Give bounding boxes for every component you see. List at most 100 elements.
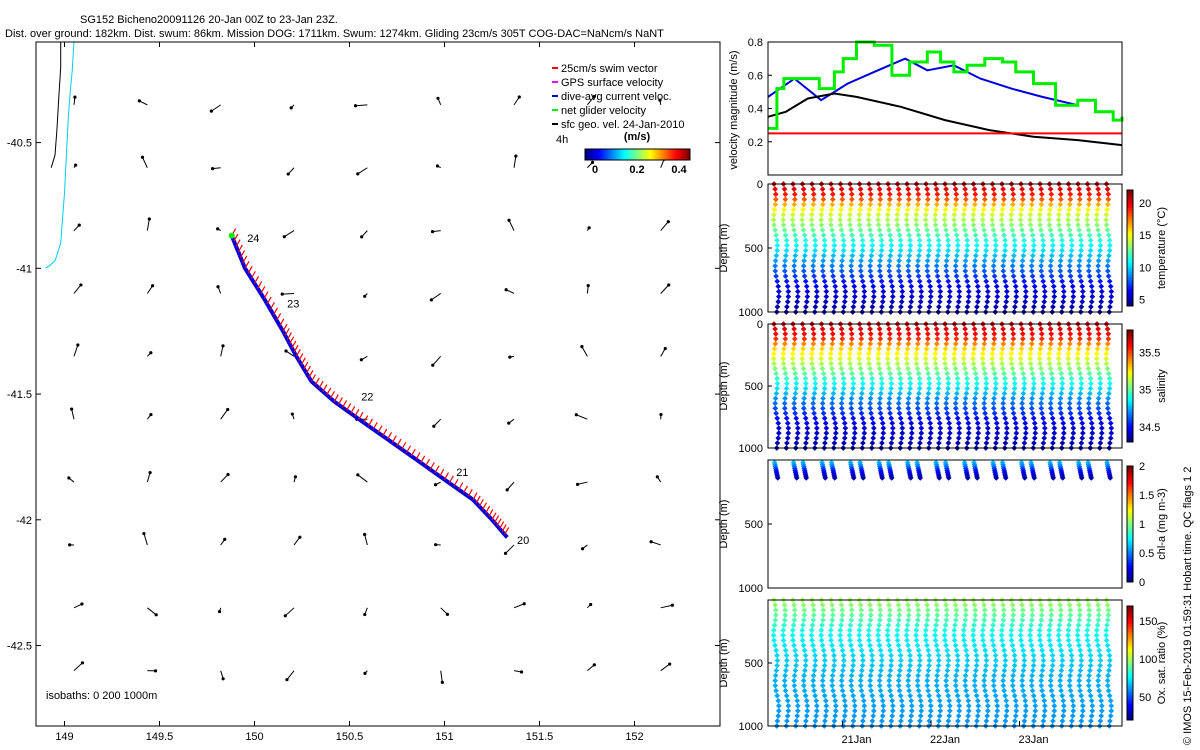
profile-marker bbox=[860, 435, 867, 441]
velocity-arrow bbox=[73, 662, 83, 672]
profile-marker bbox=[880, 425, 887, 431]
profile-marker bbox=[875, 217, 881, 223]
profile-marker bbox=[1047, 201, 1054, 208]
profile-marker bbox=[1098, 713, 1105, 719]
profile-marker bbox=[964, 657, 971, 664]
profile-marker bbox=[1085, 400, 1092, 407]
velocity-arrow bbox=[147, 607, 157, 616]
profile-marker bbox=[772, 186, 778, 192]
profile-marker bbox=[982, 336, 988, 342]
profile-marker bbox=[924, 341, 931, 347]
profile-marker bbox=[897, 385, 904, 392]
profile-marker bbox=[923, 637, 929, 644]
profile-marker bbox=[781, 341, 788, 347]
profile-marker bbox=[1085, 405, 1092, 412]
profile-marker bbox=[994, 708, 1001, 714]
profile-marker bbox=[889, 298, 896, 305]
profile-marker bbox=[1047, 341, 1054, 347]
colorbar-segment bbox=[1127, 503, 1133, 508]
profile-marker bbox=[935, 652, 942, 659]
profile-marker bbox=[1011, 667, 1017, 674]
profile-marker bbox=[1097, 652, 1103, 659]
profile-marker bbox=[898, 713, 905, 719]
profile-marker bbox=[1049, 385, 1056, 392]
profile-marker bbox=[1030, 237, 1037, 244]
colorbar-segment bbox=[1127, 219, 1133, 223]
profile-marker bbox=[974, 298, 981, 305]
profile-marker bbox=[869, 304, 876, 310]
profile-marker bbox=[981, 405, 988, 412]
profile-marker bbox=[822, 380, 828, 387]
profile-marker bbox=[1066, 682, 1073, 689]
profile-marker bbox=[1059, 278, 1066, 285]
velocity-arrow bbox=[433, 418, 442, 427]
profile-marker bbox=[783, 247, 790, 254]
profile-marker bbox=[1080, 288, 1086, 295]
profile-marker bbox=[1039, 370, 1045, 377]
profile-marker bbox=[842, 430, 849, 436]
profile-marker bbox=[803, 657, 809, 664]
profile-marker bbox=[1078, 247, 1084, 254]
profile-marker bbox=[1075, 206, 1082, 213]
profile-marker bbox=[904, 345, 911, 352]
profile-marker bbox=[983, 415, 990, 422]
profile-marker bbox=[877, 370, 884, 377]
profile-marker bbox=[774, 415, 781, 422]
colorbar-segment bbox=[1127, 352, 1133, 356]
profile-marker bbox=[944, 612, 950, 618]
profile-marker bbox=[1029, 410, 1036, 417]
profile-marker bbox=[811, 196, 817, 203]
profile-marker bbox=[1088, 440, 1094, 446]
profile-marker bbox=[802, 692, 809, 699]
profile-marker bbox=[775, 283, 782, 290]
profile-marker bbox=[962, 395, 969, 402]
profile-marker bbox=[875, 637, 882, 644]
velocity-series-line bbox=[768, 40, 1124, 130]
colorbar-segment bbox=[1127, 714, 1133, 718]
profile-marker bbox=[1050, 380, 1056, 387]
profile-marker bbox=[810, 607, 817, 613]
profile-marker bbox=[991, 191, 998, 198]
profile-marker bbox=[877, 336, 884, 342]
profile-marker bbox=[1104, 677, 1111, 684]
profile-marker bbox=[1031, 304, 1037, 310]
profile-marker bbox=[905, 682, 912, 689]
profile-marker bbox=[851, 435, 858, 441]
profile-marker bbox=[1089, 703, 1096, 709]
profile-marker bbox=[875, 360, 882, 367]
profile-marker bbox=[1085, 622, 1091, 629]
profile-marker bbox=[1086, 672, 1092, 679]
profile-marker bbox=[905, 607, 912, 613]
profile-marker bbox=[904, 622, 911, 629]
profile-marker bbox=[830, 612, 836, 618]
profile-marker bbox=[896, 257, 902, 264]
profile-marker bbox=[790, 345, 797, 352]
profile-marker bbox=[773, 687, 779, 694]
profile-marker bbox=[935, 415, 942, 422]
velocity-arrow-head bbox=[436, 96, 440, 100]
profile-marker bbox=[879, 242, 885, 249]
colorbar-segment bbox=[1127, 419, 1133, 423]
profile-marker bbox=[880, 708, 887, 714]
profile-marker bbox=[926, 375, 932, 382]
profile-marker bbox=[1010, 336, 1017, 342]
profile-marker bbox=[1029, 196, 1036, 203]
profile-marker bbox=[1057, 395, 1064, 402]
profile-marker bbox=[875, 627, 882, 634]
profile-marker bbox=[1028, 345, 1034, 352]
profile-marker bbox=[801, 273, 808, 279]
profile-marker bbox=[993, 718, 999, 724]
profile-marker bbox=[1009, 682, 1016, 689]
profile-marker bbox=[1011, 375, 1018, 382]
profile-marker bbox=[981, 617, 988, 623]
profile-marker bbox=[1029, 607, 1036, 613]
profile-marker bbox=[813, 430, 820, 436]
profile-marker bbox=[781, 400, 788, 407]
profile-marker bbox=[955, 713, 962, 719]
profile-marker bbox=[1105, 232, 1112, 239]
profile-marker bbox=[782, 395, 788, 402]
profile-marker bbox=[1011, 662, 1018, 669]
profile-marker bbox=[879, 440, 885, 446]
swim-vectors bbox=[231, 228, 510, 535]
profile-marker bbox=[869, 385, 875, 392]
